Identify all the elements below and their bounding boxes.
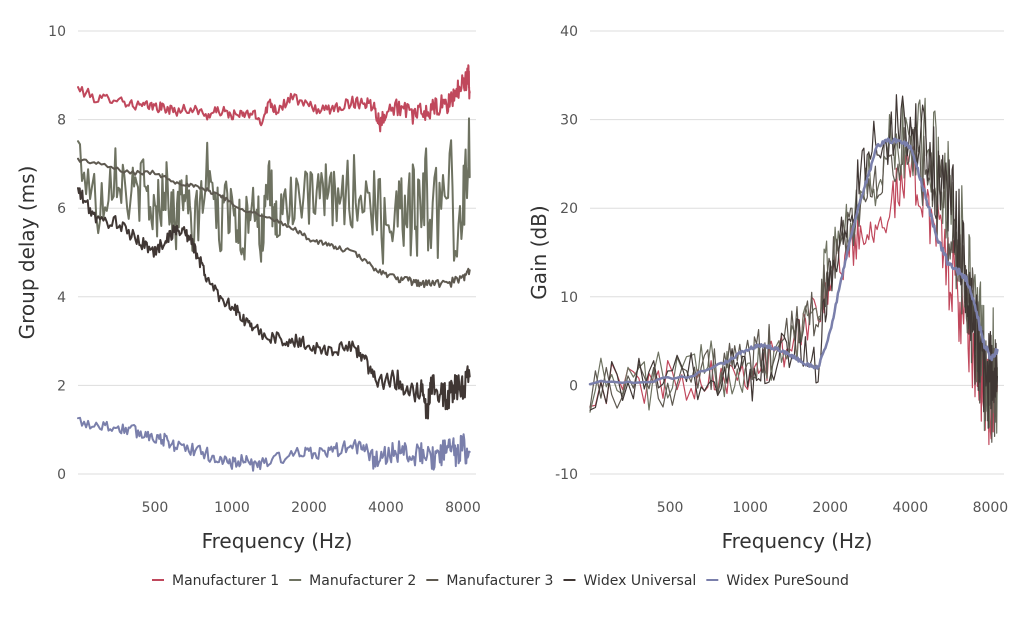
y-tick-label: 8 [57,113,66,129]
x-tick-label: 4000 [368,500,404,516]
legend-label: Manufacturer 3 [446,573,553,589]
x-axis-title: Frequency (Hz) [722,529,873,553]
x-tick-label: 4000 [892,500,928,516]
y-tick-label: 20 [560,201,578,217]
series-line-manufacturer-3 [77,157,471,289]
y-tick-label: 4 [57,290,66,306]
y-tick-label: -10 [555,467,578,483]
series-line-widex-puresound [77,416,471,472]
y-axis-title: Group delay (ms) [15,166,39,340]
series-line-widex-universal [589,94,998,429]
y-tick-label: 30 [560,113,578,129]
y-axis-title: Gain (dB) [527,205,551,299]
y-tick-label: 10 [560,290,578,306]
legend-item[interactable]: Manufacturer 1 [152,573,279,589]
x-tick-label: 1000 [214,500,250,516]
gain-chart: -10 0 10 20 30 40 500 1000 2000 4000 8000 Frequency… [527,24,1008,553]
x-tick-label: 8000 [973,500,1009,516]
x-tick-label: 1000 [732,500,768,516]
x-tick-label: 2000 [812,500,848,516]
y-tick-label: 10 [48,24,66,40]
legend-label: Widex Universal [583,573,696,589]
legend-label: Manufacturer 1 [172,573,279,589]
series-line-widex-puresound [588,137,999,386]
x-tick-label: 2000 [291,500,327,516]
legend-item[interactable]: Manufacturer 3 [426,573,553,589]
group-delay-chart: 0 2 4 6 8 10 500 1000 2000 4000 8000 Frequency (Hz)… [15,24,481,553]
y-tick-label: 6 [57,201,66,217]
series-line-manufacturer-2 [77,117,471,265]
legend-label: Manufacturer 2 [309,573,416,589]
y-tick-label: 0 [569,378,578,394]
x-axis-title: Frequency (Hz) [202,529,353,553]
legend-label: Widex PureSound [726,573,849,589]
series-line-manufacturer-1 [589,144,998,446]
legend-item[interactable]: Widex Universal [563,573,696,589]
legend-item[interactable]: Widex PureSound [706,573,849,589]
series-line-widex-universal [77,187,471,420]
y-tick-label: 0 [57,467,66,483]
x-tick-label: 8000 [445,500,481,516]
chart-legend: Manufacturer 1 Manufacturer 2 Manufacturer… [152,573,849,589]
x-tick-label: 500 [142,500,169,516]
y-tick-label: 2 [57,378,66,394]
y-tick-label: 40 [560,24,578,40]
legend-item[interactable]: Manufacturer 2 [289,573,416,589]
x-tick-label: 500 [657,500,684,516]
series-line-manufacturer-1 [77,64,471,133]
